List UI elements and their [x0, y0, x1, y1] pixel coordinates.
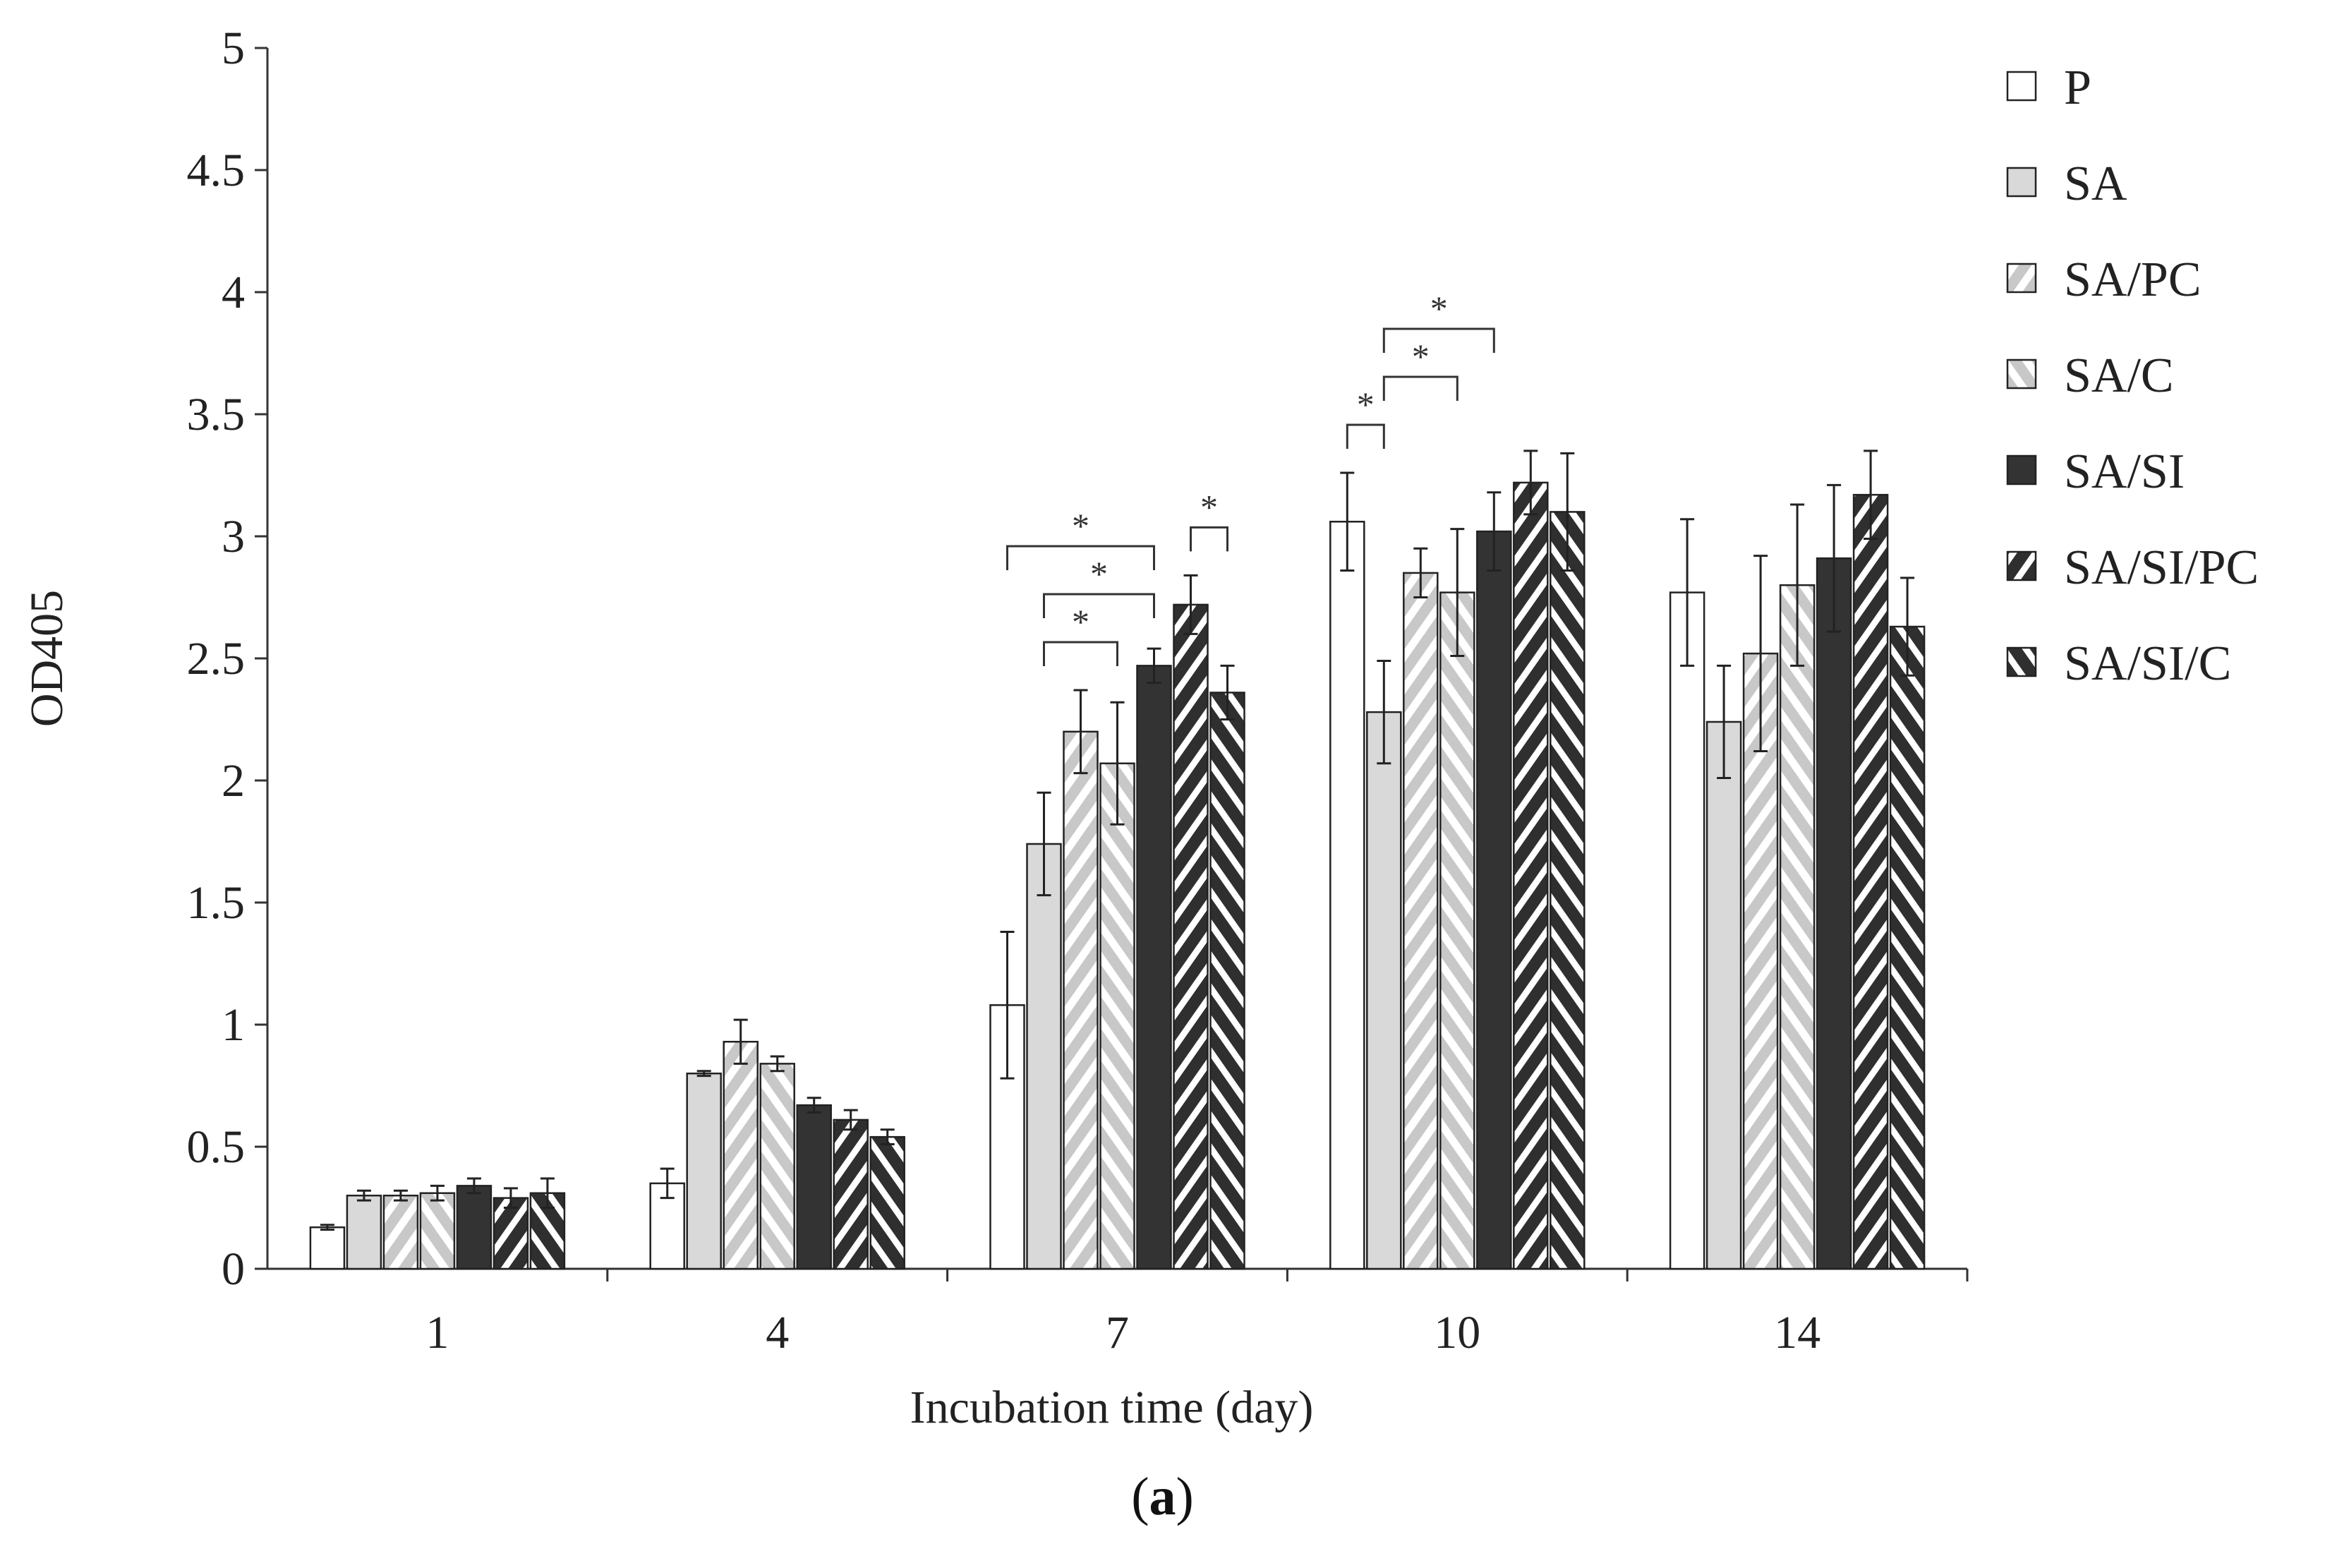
bar-p-day-1 — [309, 1226, 346, 1270]
bar-sa-si-pc-day-14 — [1852, 493, 1889, 1270]
significance-star: * — [1430, 289, 1448, 328]
bar-sa-day-1 — [346, 1194, 382, 1270]
y-tick-label: 4 — [222, 267, 245, 318]
significance-bracket — [1382, 375, 1459, 402]
legend-swatch-sa-c — [2006, 358, 2037, 390]
y-axis-label: OD405 — [21, 590, 73, 727]
bar-sa-si-pc-day-1 — [493, 1197, 529, 1270]
x-tick-label: 14 — [1774, 1307, 1820, 1358]
bar-sa-day-7 — [1026, 843, 1062, 1270]
bar-sa-si-day-4 — [796, 1104, 832, 1270]
bar-sa-si-c-day-7 — [1209, 692, 1245, 1270]
bar-sa-pc-day-4 — [723, 1040, 759, 1270]
y-tick-label: 1 — [222, 999, 245, 1051]
y-tick-label: 4.5 — [187, 145, 246, 196]
bar-p-day-10 — [1329, 520, 1365, 1270]
y-tick-label: 0 — [222, 1243, 245, 1295]
bar-sa-c-day-1 — [419, 1192, 456, 1270]
bar-sa-si-c-day-10 — [1550, 511, 1586, 1270]
bar-sa-day-10 — [1366, 711, 1402, 1270]
legend-label-sa-si-pc: SA/SI/PC — [2064, 541, 2259, 595]
legend-label-sa-c: SA/C — [2064, 349, 2174, 403]
y-tick-label: 1.5 — [187, 877, 246, 929]
x-tick-label: 7 — [1106, 1307, 1129, 1358]
bar-sa-day-4 — [686, 1072, 722, 1270]
legend-swatch-sa-si-pc — [2006, 550, 2037, 581]
bars — [309, 450, 1926, 1270]
significance-bracket — [1346, 423, 1385, 450]
bar-sa-si-pc-day-4 — [833, 1118, 869, 1270]
y-tick-label: 0.5 — [187, 1121, 246, 1173]
bar-sa-si-pc-day-10 — [1513, 481, 1549, 1270]
bar-sa-c-day-4 — [759, 1063, 795, 1270]
legend-swatch-p — [2006, 71, 2037, 102]
y-tick-label: 5 — [222, 23, 245, 74]
y-tick-label: 3.5 — [187, 389, 246, 440]
legend-swatch-sa — [2006, 167, 2037, 198]
legend-swatch-sa-pc — [2006, 263, 2037, 294]
bar-sa-si-pc-day-7 — [1173, 603, 1209, 1270]
bar-sa-pc-day-10 — [1403, 572, 1439, 1270]
legend: P SA SA/PC SA/C SA/SI SA/SI/PC SA/SI/C — [2006, 61, 2259, 691]
legend-label-sa-si-c: SA/SI/C — [2064, 637, 2231, 691]
bar-sa-c-day-10 — [1439, 591, 1475, 1270]
bar-sa-si-day-7 — [1136, 665, 1172, 1270]
bar-sa-pc-day-1 — [382, 1194, 419, 1270]
bar-p-day-14 — [1669, 591, 1705, 1270]
bar-sa-pc-day-7 — [1063, 730, 1099, 1270]
bar-sa-day-14 — [1705, 720, 1742, 1270]
bar-sa-si-c-day-4 — [869, 1135, 905, 1270]
legend-label-sa-si: SA/SI — [2064, 445, 2185, 499]
significance-bracket — [1190, 526, 1228, 552]
significance-bracket — [1043, 593, 1155, 618]
x-tick-label: 1 — [425, 1307, 449, 1358]
bar-sa-c-day-7 — [1099, 762, 1135, 1270]
legend-label-p: P — [2064, 61, 2091, 115]
significance-star: * — [1357, 385, 1375, 424]
figure-caption: (a) — [1131, 1467, 1194, 1526]
bar-sa-si-day-1 — [456, 1185, 493, 1270]
y-tick-label: 3 — [222, 511, 245, 562]
significance-star: * — [1200, 487, 1218, 526]
legend-swatch-sa-si — [2006, 454, 2037, 486]
significance-brackets: ******* — [1006, 289, 1495, 666]
significance-star: * — [1072, 602, 1089, 641]
bar-sa-c-day-14 — [1779, 584, 1816, 1270]
significance-bracket — [1043, 641, 1118, 666]
x-axis-label: Incubation time (day) — [910, 1382, 1314, 1433]
significance-star: * — [1412, 337, 1430, 376]
significance-bracket — [1382, 327, 1495, 354]
significance-star: * — [1072, 506, 1089, 545]
legend-label-sa: SA — [2064, 157, 2127, 211]
bar-sa-si-day-10 — [1476, 530, 1512, 1270]
y-tick-label: 2 — [222, 755, 245, 807]
significance-star: * — [1090, 554, 1108, 593]
legend-label-sa-pc: SA/PC — [2064, 253, 2202, 307]
bar-sa-si-day-14 — [1816, 557, 1852, 1270]
x-tick-label: 4 — [766, 1307, 789, 1358]
legend-swatch-sa-si-c — [2006, 646, 2037, 677]
significance-bracket — [1006, 545, 1155, 570]
y-tick-label: 2.5 — [187, 633, 246, 685]
bar-sa-si-c-day-14 — [1889, 625, 1926, 1270]
x-tick-label: 10 — [1434, 1307, 1480, 1358]
